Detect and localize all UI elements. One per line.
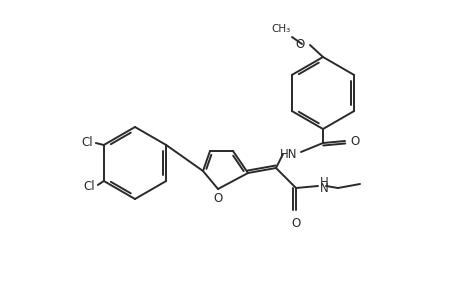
Text: O: O [291,217,300,230]
Text: Cl: Cl [81,136,93,148]
Text: N: N [319,182,328,196]
Text: CH₃: CH₃ [271,24,291,34]
Text: HN: HN [280,148,297,160]
Text: O: O [349,134,358,148]
Text: O: O [213,191,222,205]
Text: Cl: Cl [83,179,95,193]
Text: H: H [319,176,328,188]
Text: O: O [295,38,304,50]
